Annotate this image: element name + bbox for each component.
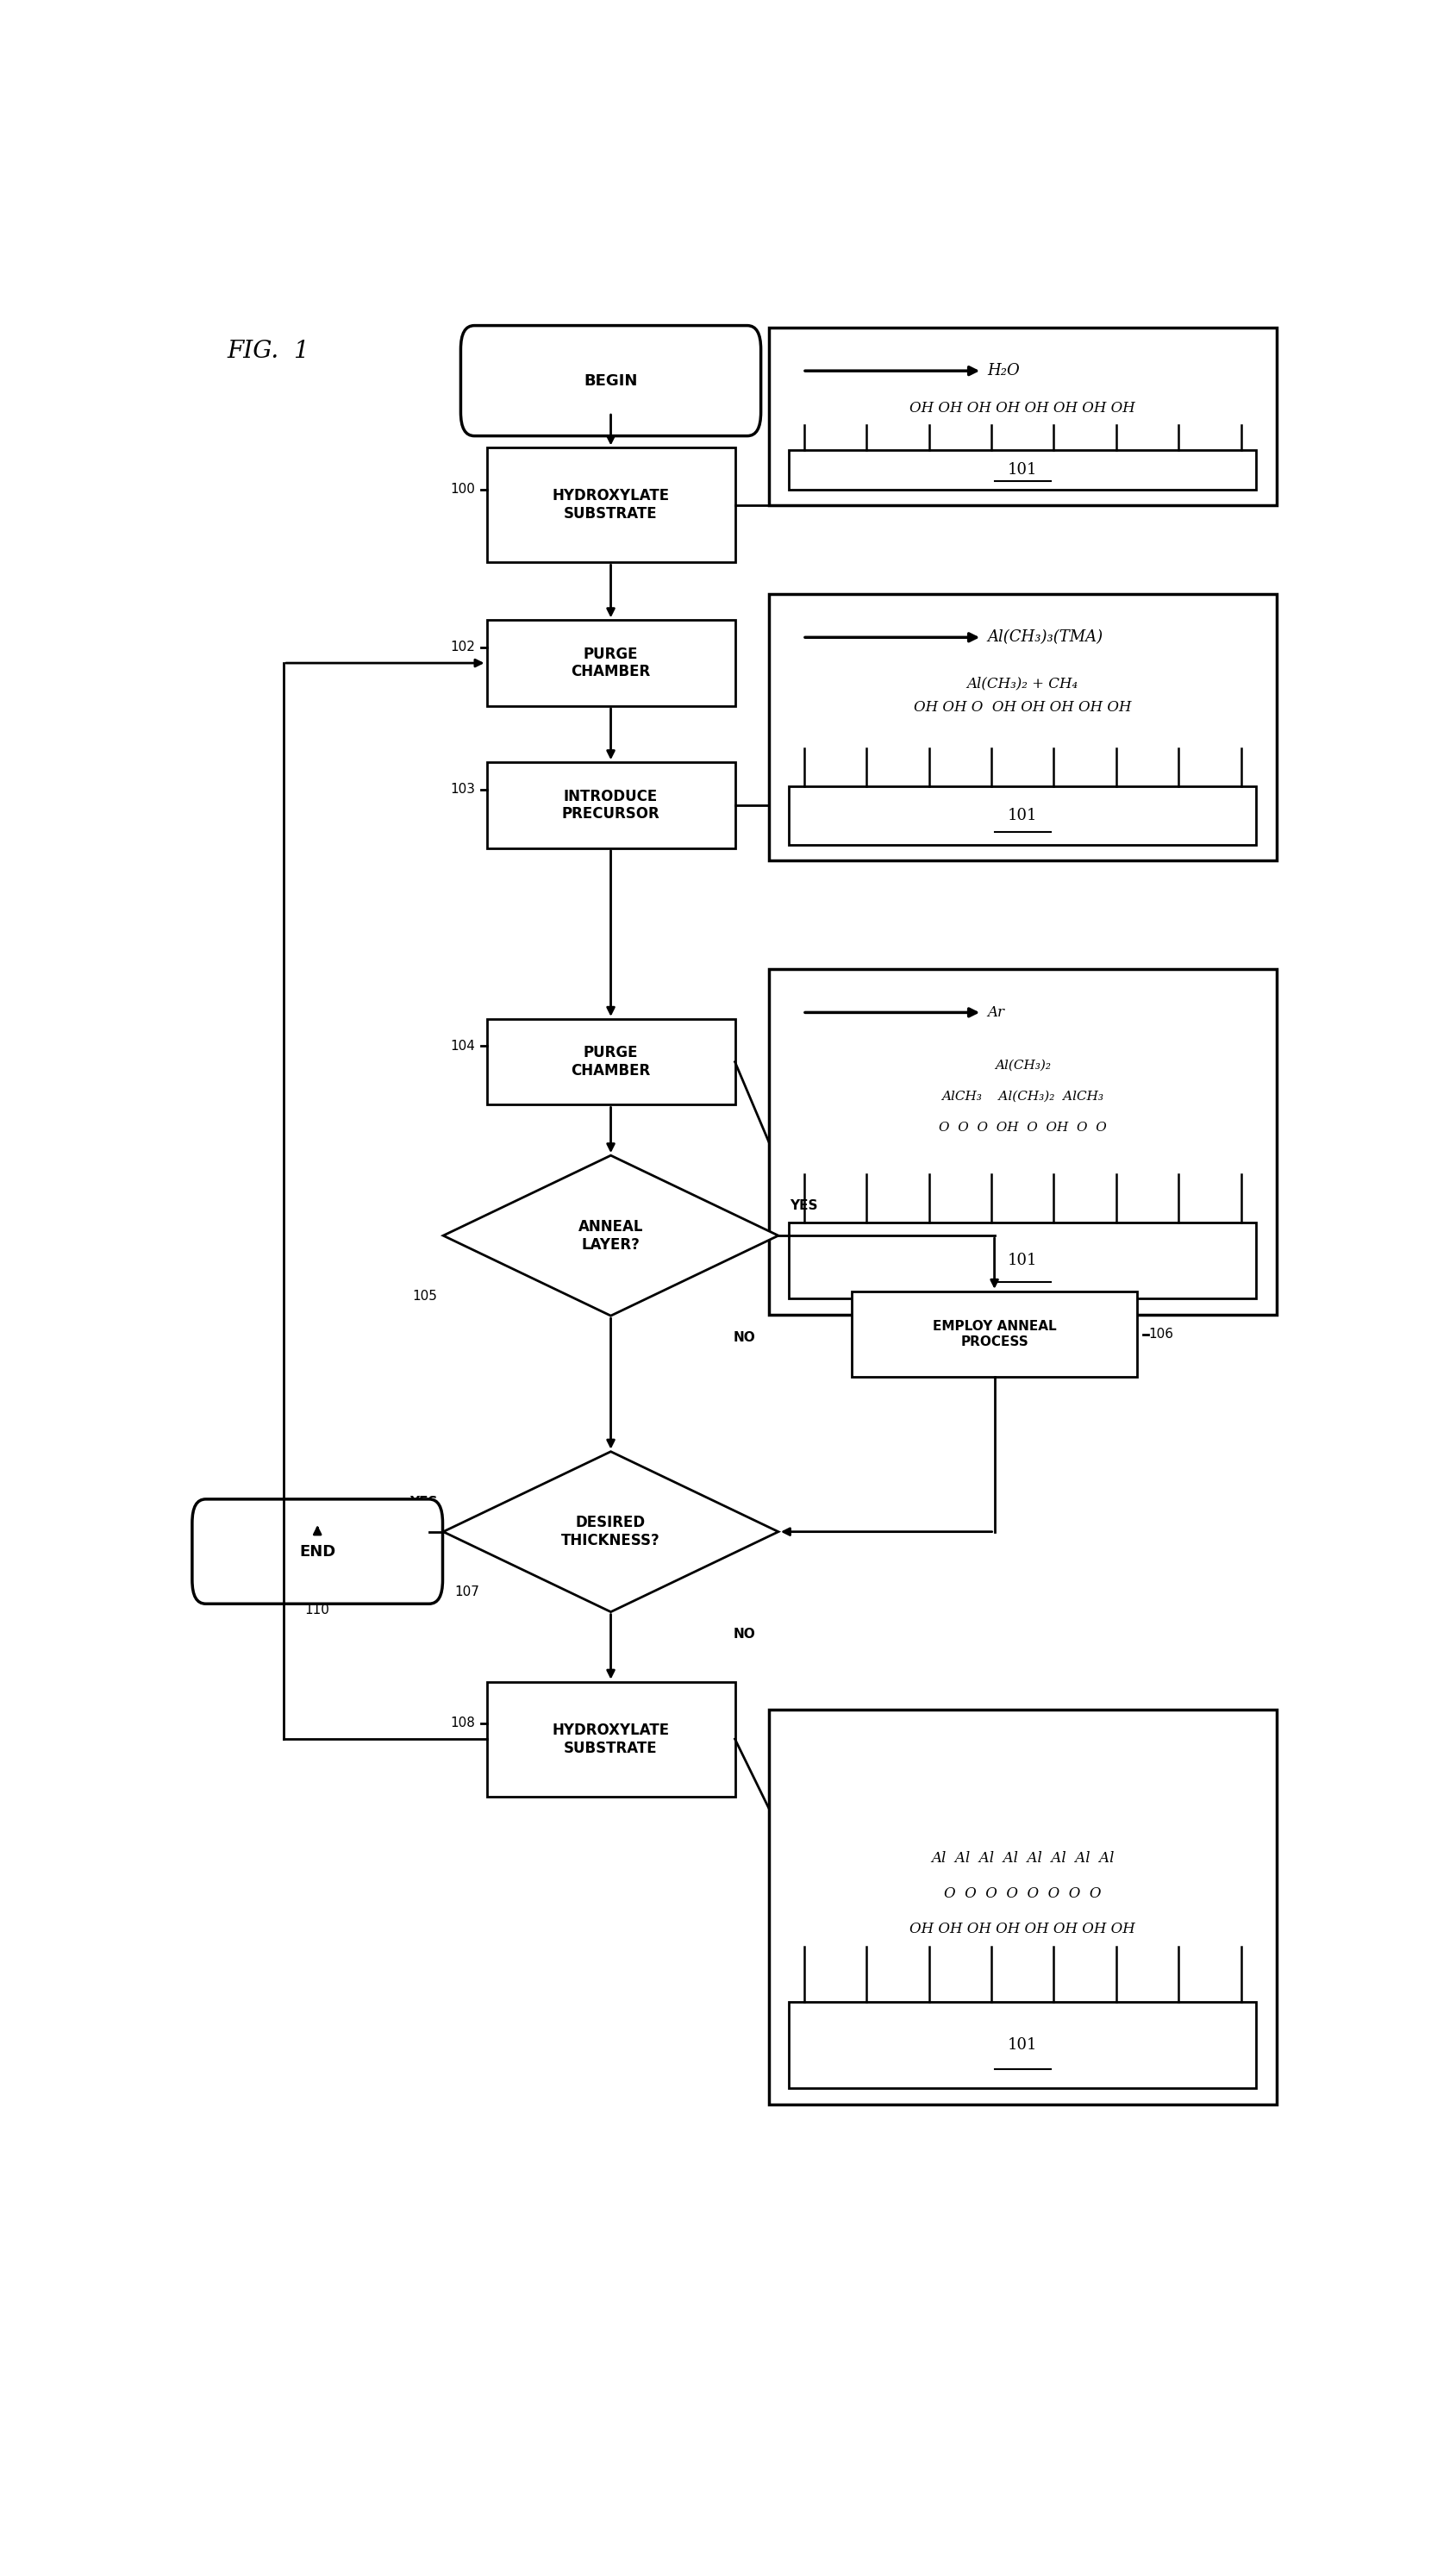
- Bar: [789, 2002, 1257, 2090]
- Bar: [852, 1292, 1137, 1377]
- FancyBboxPatch shape: [192, 1500, 443, 1605]
- Text: PURGE
CHAMBER: PURGE CHAMBER: [571, 646, 651, 679]
- Bar: [769, 969, 1277, 1315]
- Text: ANNEAL
LAYER?: ANNEAL LAYER?: [578, 1218, 644, 1251]
- Bar: [486, 620, 735, 705]
- Text: 102: 102: [450, 641, 475, 654]
- Text: 110: 110: [304, 1605, 331, 1618]
- Text: OH OH O  OH OH OH OH OH: OH OH O OH OH OH OH OH: [914, 700, 1131, 715]
- Text: OH OH OH OH OH OH OH OH: OH OH OH OH OH OH OH OH: [910, 1923, 1136, 1936]
- Text: 107: 107: [454, 1585, 479, 1597]
- Bar: [769, 1710, 1277, 2105]
- Text: END: END: [298, 1544, 336, 1559]
- Text: 103: 103: [450, 782, 475, 795]
- Text: 108: 108: [450, 1718, 475, 1731]
- Text: Ar: Ar: [987, 1005, 1005, 1020]
- Bar: [789, 1223, 1257, 1300]
- Text: YES: YES: [409, 1495, 438, 1508]
- FancyBboxPatch shape: [460, 326, 761, 436]
- Bar: [486, 449, 735, 562]
- Text: AlCH₃    Al(CH₃)₂  AlCH₃: AlCH₃ Al(CH₃)₂ AlCH₃: [942, 1090, 1104, 1103]
- Text: O  O  O  OH  O  OH  O  O: O O O OH O OH O O: [939, 1120, 1107, 1133]
- Bar: [789, 787, 1257, 844]
- Text: Al  Al  Al  Al  Al  Al  Al  Al: Al Al Al Al Al Al Al Al: [930, 1851, 1114, 1867]
- Text: INTRODUCE
PRECURSOR: INTRODUCE PRECURSOR: [562, 790, 660, 823]
- Text: Al(CH₃)₂ + CH₄: Al(CH₃)₂ + CH₄: [967, 677, 1079, 690]
- Polygon shape: [443, 1451, 779, 1613]
- Text: 101: 101: [1008, 808, 1038, 823]
- Text: H₂O: H₂O: [987, 364, 1021, 379]
- Text: 101: 101: [1008, 1254, 1038, 1269]
- Text: DESIRED
THICKNESS?: DESIRED THICKNESS?: [562, 1515, 660, 1549]
- Text: EMPLOY ANNEAL
PROCESS: EMPLOY ANNEAL PROCESS: [932, 1320, 1057, 1349]
- Text: OH OH OH OH OH OH OH OH: OH OH OH OH OH OH OH OH: [910, 400, 1136, 415]
- Bar: [486, 1018, 735, 1105]
- Text: 101: 101: [1008, 462, 1038, 477]
- Text: HYDROXYLATE
SUBSTRATE: HYDROXYLATE SUBSTRATE: [552, 1723, 670, 1756]
- Text: PURGE
CHAMBER: PURGE CHAMBER: [571, 1046, 651, 1079]
- Text: 106: 106: [1149, 1328, 1174, 1341]
- Bar: [486, 1682, 735, 1797]
- Text: 105: 105: [412, 1290, 438, 1303]
- Text: HYDROXYLATE
SUBSTRATE: HYDROXYLATE SUBSTRATE: [552, 487, 670, 523]
- Bar: [486, 762, 735, 849]
- Text: NO: NO: [734, 1331, 756, 1344]
- Text: NO: NO: [734, 1628, 756, 1641]
- Text: 100: 100: [450, 482, 475, 495]
- Text: Al(CH₃)₂: Al(CH₃)₂: [994, 1059, 1051, 1072]
- Text: BEGIN: BEGIN: [584, 372, 638, 390]
- Text: YES: YES: [789, 1200, 818, 1213]
- Text: FIG.  1: FIG. 1: [227, 338, 310, 362]
- Bar: [789, 451, 1257, 490]
- Polygon shape: [443, 1156, 779, 1315]
- Text: 104: 104: [450, 1038, 475, 1054]
- Text: Al(CH₃)₃(TMA): Al(CH₃)₃(TMA): [987, 631, 1104, 646]
- Text: 101: 101: [1008, 2038, 1038, 2054]
- Bar: [769, 595, 1277, 862]
- Bar: [769, 328, 1277, 505]
- Text: O  O  O  O  O  O  O  O: O O O O O O O O: [943, 1887, 1101, 1900]
